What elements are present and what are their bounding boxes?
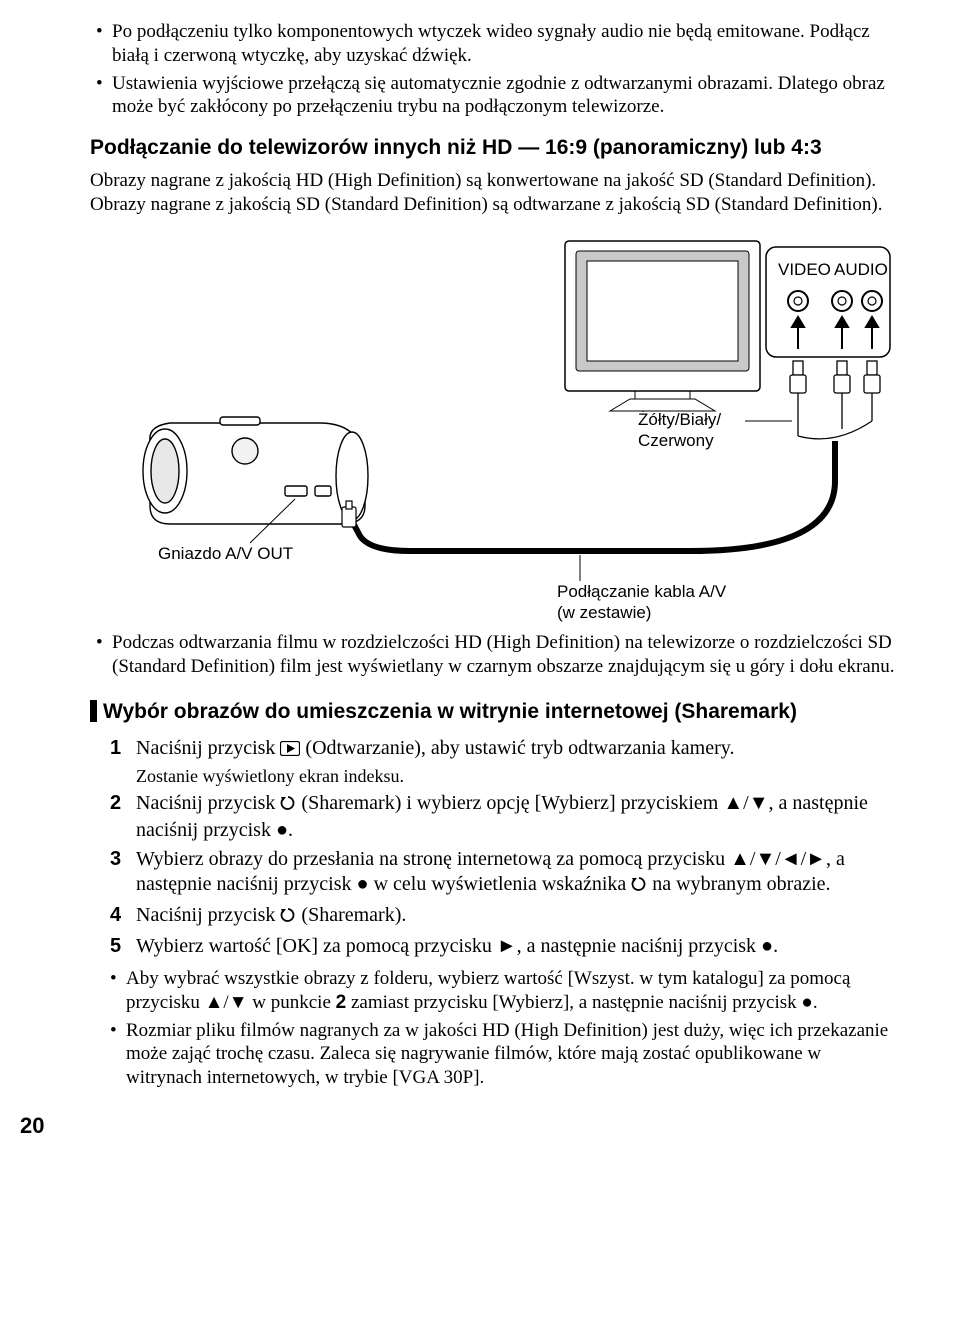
bullet-item: • Podczas odtwarzania filmu w rozdzielcz… [96, 631, 900, 679]
step-text: Naciśnij przycisk [136, 904, 280, 926]
step-text: na wybranym obrazie. [652, 873, 830, 895]
bullet-dot: • [110, 967, 126, 1015]
label-av-cable: Podłączanie kabla A/V (w zestawie) [557, 581, 726, 624]
play-icon [280, 738, 300, 763]
step-2: 2 Naciśnij przycisk (Sharemark) i wybier… [110, 791, 900, 843]
page-number: 20 [20, 1112, 900, 1140]
step-text: Naciśnij przycisk [136, 792, 280, 814]
bullet-item: • Rozmiar pliku filmów nagranych za w ja… [110, 1019, 900, 1090]
section-bar-icon [90, 700, 97, 722]
step-text: (Odtwarzanie), aby ustawić tryb odtwarza… [305, 737, 734, 759]
sharemark-icon [280, 793, 296, 818]
bullet-dot: • [96, 20, 112, 68]
label-av-out-jack: Gniazdo A/V OUT [158, 543, 293, 564]
bullet-text: Ustawienia wyjściowe przełączą się autom… [112, 72, 900, 120]
step-text: Naciśnij przycisk [136, 737, 280, 759]
step-number: 1 [110, 736, 136, 788]
bullet-item: • Aby wybrać wszystkie obrazy z folderu,… [110, 967, 900, 1015]
step-3: 3 Wybierz obrazy do przesłania na stronę… [110, 847, 900, 899]
step-number: 2 [110, 791, 136, 843]
label-audio: AUDIO [834, 259, 888, 280]
step-number: 3 [110, 847, 136, 899]
lower-bullet-list: • Aby wybrać wszystkie obrazy z folderu,… [110, 967, 900, 1090]
heading-text: Wybór obrazów do umieszczenia w witrynie… [103, 699, 797, 725]
sharemark-icon [631, 874, 647, 899]
step-4: 4 Naciśnij przycisk (Sharemark). [110, 903, 900, 930]
bullet-dot: • [96, 72, 112, 120]
step-text: (Sharemark). [301, 904, 406, 926]
heading-sharemark: Wybór obrazów do umieszczenia w witrynie… [90, 696, 900, 725]
label-cable-colors: Żółty/Biały/ Czerwony [638, 409, 721, 452]
sharemark-icon [280, 905, 296, 930]
heading-connect-tv: Podłączanie do telewizorów innych niż HD… [90, 135, 900, 161]
bullet-item: • Po podłączeniu tylko komponentowych wt… [96, 20, 900, 68]
step-number: 4 [110, 903, 136, 930]
bullet-text: Aby wybrać wszystkie obrazy z folderu, w… [126, 967, 900, 1015]
bullet-item: • Ustawienia wyjściowe przełączą się aut… [96, 72, 900, 120]
connection-diagram: VIDEO AUDIO Żółty/Biały/ Czerwony Gniazd… [90, 231, 900, 621]
step-5: 5 Wybierz wartość [OK] za pomocą przycis… [110, 934, 900, 959]
bullet-text: Po podłączeniu tylko komponentowych wtyc… [112, 20, 900, 68]
step-text: Wybierz wartość [OK] za pomocą przycisku… [136, 935, 778, 957]
bullet-text: Podczas odtwarzania filmu w rozdzielczoś… [112, 631, 900, 679]
mid-bullet-list: • Podczas odtwarzania filmu w rozdzielcz… [96, 631, 900, 679]
step-number: 5 [110, 934, 136, 959]
bullet-dot: • [110, 1019, 126, 1090]
bullet-dot: • [96, 631, 112, 679]
bullet-text: Rozmiar pliku filmów nagranych za w jako… [126, 1019, 900, 1090]
step-1: 1 Naciśnij przycisk (Odtwarzanie), aby u… [110, 736, 900, 788]
top-bullet-list: • Po podłączeniu tylko komponentowych wt… [96, 20, 900, 119]
label-video: VIDEO [778, 259, 831, 280]
step-note: Zostanie wyświetlony ekran indeksu. [136, 765, 900, 788]
paragraph: Obrazy nagrane z jakością HD (High Defin… [90, 169, 900, 217]
